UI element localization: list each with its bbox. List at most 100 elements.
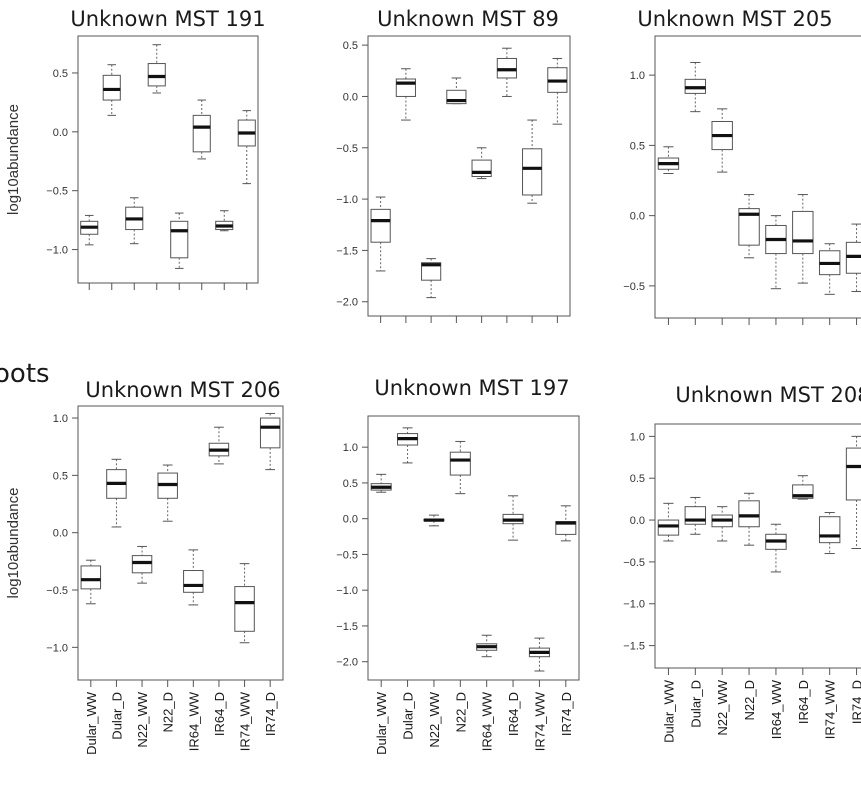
chart-panel-4: Unknown MST 206 −1.0 −0.5 0.0 0.5 1.0 log10abu… — [5, 378, 284, 755]
box-iqr — [449, 451, 471, 476]
box-iqr — [471, 159, 492, 178]
x-category-label: IR64_WW — [769, 679, 784, 739]
x-category-label: IR74_D — [850, 680, 861, 724]
y-tick-label: 0.0 — [630, 515, 645, 527]
y-tick-label: 0.5 — [630, 473, 645, 485]
box-IR74_WW — [528, 637, 550, 672]
y-tick-label: 0.0 — [630, 211, 645, 223]
box-Dular_WW — [80, 214, 99, 246]
box-IR64_D — [792, 194, 814, 284]
box-iqr — [657, 519, 680, 536]
box-Dular_WW — [657, 502, 680, 542]
y-tick-label: 0.5 — [343, 40, 358, 52]
box-N22_WW — [711, 506, 733, 542]
y-tick-label: 0.0 — [343, 91, 358, 103]
x-category-label: IR74_WW — [823, 679, 838, 739]
x-category-label: N22_D — [453, 692, 468, 732]
chart-panel-3: Unknown MST 205 −0.5 0.0 0.5 1.0 — [623, 7, 861, 325]
y-tick-label: −2.0 — [336, 657, 358, 669]
box-iqr — [522, 148, 543, 196]
x-category-label: N22_D — [742, 680, 757, 720]
y-tick-label: 0.5 — [630, 140, 645, 152]
y-tick-label: −1.5 — [336, 245, 358, 257]
box-Dular_D — [395, 68, 416, 121]
box-IR64_WW — [170, 212, 189, 269]
y-tick-label: −0.5 — [623, 281, 645, 293]
box-N22_WW — [131, 545, 153, 584]
y-tick-label: 1.0 — [343, 442, 358, 454]
y-tick-label: −2.0 — [336, 297, 358, 309]
box-IR64_D — [208, 426, 230, 465]
box-iqr — [259, 417, 281, 449]
x-category-label: IR64_D — [506, 692, 521, 736]
box-IR64_WW — [471, 147, 492, 180]
x-category-label: N22_D — [161, 692, 176, 732]
box-iqr — [738, 208, 760, 246]
plot-frame — [367, 415, 580, 681]
y-tick-label: −1.0 — [336, 585, 358, 597]
y-tick-label: −0.5 — [623, 557, 645, 569]
y-tick-label: −1.5 — [336, 621, 358, 633]
y-tick-label: −0.5 — [46, 585, 68, 597]
y-tick-label: −1.0 — [46, 245, 68, 257]
x-category-label: Dular_WW — [661, 679, 676, 743]
box-N22_D — [449, 440, 471, 495]
box-IR74_D — [845, 223, 861, 293]
x-category-label: N22_WW — [427, 691, 442, 747]
y-tick-label: −1.0 — [623, 599, 645, 611]
box-iqr — [131, 555, 153, 574]
x-category-label: IR64_WW — [480, 691, 495, 751]
box-IR64_WW — [183, 549, 204, 606]
box-iqr — [80, 565, 102, 590]
chart-panel-2: Unknown MST 89 −2.0 −1.5 −1.0 −0.5 0.0 0.5 — [336, 7, 571, 323]
box-IR74_D — [547, 57, 568, 125]
y-axis-label: log10abundance — [5, 104, 22, 215]
box-N22_WW — [421, 258, 442, 299]
y-tick-label: 1.0 — [630, 70, 645, 82]
x-category-label: IR64_D — [796, 680, 811, 724]
box-IR74_D — [845, 435, 861, 550]
box-Dular_D — [684, 61, 707, 113]
box-IR64_WW — [765, 215, 787, 290]
x-category-label: Dular_D — [401, 692, 416, 740]
box-N22_D — [738, 194, 760, 259]
box-Dular_D — [397, 427, 419, 464]
box-Dular_D — [102, 64, 121, 116]
box-IR64_WW — [476, 634, 498, 658]
x-category-label: Dular_D — [109, 692, 124, 740]
box-iqr — [183, 570, 204, 593]
box-Dular_WW — [657, 146, 680, 174]
y-tick-label: 1.0 — [53, 413, 68, 425]
y-tick-label: 0.5 — [53, 470, 68, 482]
plot-frame — [654, 423, 861, 669]
x-category-label: Dular_D — [688, 680, 703, 728]
chart-panel-5: Unknown MST 197 −2.0 −1.5 −1.0 −0.5 0.0 0.5 1.0… — [336, 376, 580, 755]
panel-title: Unknown MST 89 — [377, 7, 559, 31]
box-N22_WW — [423, 514, 445, 527]
y-tick-label: −1.5 — [623, 641, 645, 653]
x-category-label: Dular_WW — [374, 691, 389, 755]
box-IR74_WW — [818, 243, 841, 295]
box-IR64_D — [792, 475, 814, 500]
box-IR74_WW — [215, 210, 234, 232]
y-axis-label: log10abundance — [5, 488, 22, 599]
panel-title: Unknown MST 191 — [70, 7, 265, 31]
panel-title: Unknown MST 208 — [675, 383, 861, 407]
box-N22_D — [738, 492, 760, 546]
panel-title: Unknown MST 197 — [374, 376, 569, 400]
box-iqr — [738, 500, 760, 528]
y-tick-label: −1.0 — [46, 642, 68, 654]
x-category-label: N22_WW — [715, 679, 730, 735]
box-IR74_D — [555, 505, 577, 542]
panel-title: Unknown MST 205 — [637, 7, 832, 31]
box-N22_D — [157, 464, 178, 522]
box-N22_D — [147, 44, 166, 94]
box-iqr — [234, 586, 255, 632]
box-Dular_WW — [370, 196, 391, 272]
box-IR74_WW — [522, 119, 543, 204]
box-iqr — [147, 63, 166, 87]
box-iqr — [102, 74, 121, 101]
box-Dular_D — [684, 496, 707, 535]
box-Dular_WW — [370, 473, 392, 493]
